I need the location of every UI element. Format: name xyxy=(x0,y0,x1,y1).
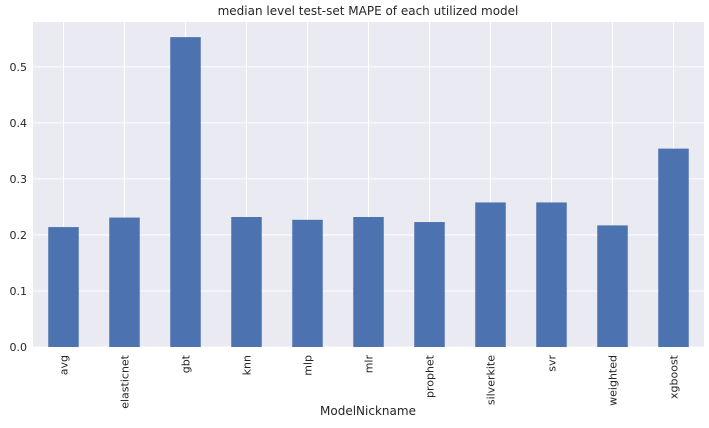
bar-elasticnet xyxy=(109,217,140,347)
x-tick-label-svr: svr xyxy=(546,355,559,372)
bar-avg xyxy=(48,227,79,347)
bar-silverkite xyxy=(475,202,506,347)
y-tick-label: 0.5 xyxy=(10,61,28,74)
y-tick-label: 0.2 xyxy=(10,229,28,242)
chart-title: median level test-set MAPE of each utili… xyxy=(218,4,519,18)
x-tick-label-gbt: gbt xyxy=(180,354,193,373)
bar-mlr xyxy=(353,217,384,347)
x-tick-label-mlr: mlr xyxy=(363,355,376,374)
bar-knn xyxy=(231,217,262,347)
bar-xgboost xyxy=(658,148,689,347)
bar-weighted xyxy=(597,225,628,347)
y-tick-label: 0.3 xyxy=(10,173,28,186)
bar-svr xyxy=(536,202,567,347)
y-tick-label: 0.1 xyxy=(10,285,28,298)
y-tick-label: 0.0 xyxy=(10,341,28,354)
bar-gbt xyxy=(170,37,201,348)
x-tick-label-mlp: mlp xyxy=(302,355,315,376)
x-tick-label-weighted: weighted xyxy=(607,355,620,406)
y-tick-labels: 0.0 0.1 0.2 0.3 0.4 0.5 xyxy=(10,61,28,354)
x-axis-label: ModelNickname xyxy=(320,404,416,418)
x-tick-label-knn: knn xyxy=(241,355,254,375)
x-tick-label-avg: avg xyxy=(58,355,71,375)
x-tick-labels: avg elasticnet gbt knn mlp mlr prophet silverki… xyxy=(58,354,681,408)
x-tick-label-elasticnet: elasticnet xyxy=(119,354,132,408)
bar-prophet xyxy=(414,222,445,347)
x-tick-label-prophet: prophet xyxy=(424,354,437,398)
bar-mlp xyxy=(292,219,323,347)
y-tick-label: 0.4 xyxy=(10,117,28,130)
bars xyxy=(48,37,689,348)
x-tick-label-silverkite: silverkite xyxy=(485,355,498,405)
x-tick-label-xgboost: xgboost xyxy=(668,354,681,399)
